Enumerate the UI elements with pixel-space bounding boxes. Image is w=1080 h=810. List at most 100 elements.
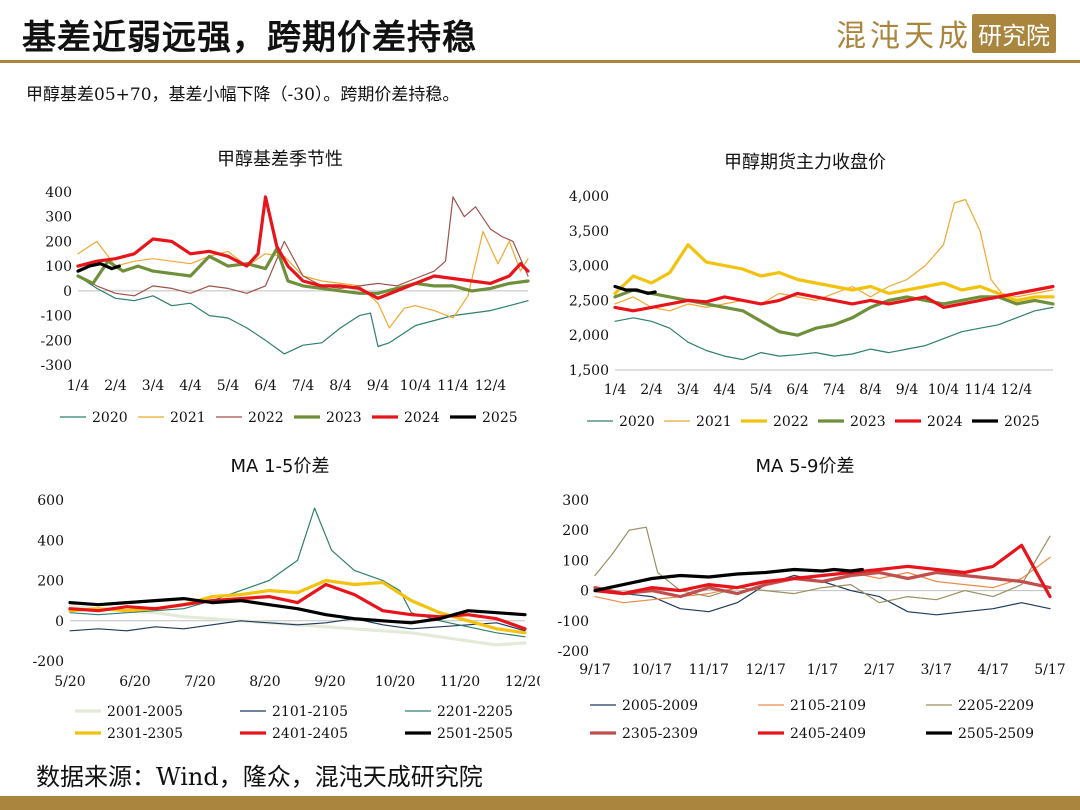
legend-entry: 2205-2209 — [926, 698, 1034, 714]
x-tick-label: 6/20 — [119, 674, 150, 690]
x-tick-label: 3/4 — [142, 378, 165, 394]
futures-close-chart: 甲醇期货主力收盘价 4,000 3,500 3,000 2,500 2,000 1,500 1… — [545, 140, 1065, 440]
legend-entry: 2201-2205 — [405, 704, 513, 720]
chart-svg: MA 1-5价差 600 400 200 0 -200 5/20 6/20 7/20 8/20 9/… — [33, 456, 540, 742]
x-tick-label: 6/4 — [786, 382, 809, 398]
series-line-2025 — [613, 284, 657, 295]
legend-entry: 2025 — [972, 414, 1040, 430]
x-tick-label: 4/4 — [713, 382, 736, 398]
series-line-2021 — [614, 198, 1054, 312]
data-source: 数据来源：Wind，隆众，混沌天成研究院 — [36, 763, 483, 791]
legend-entry: 2023 — [818, 414, 886, 430]
legend-entry: 2001-2005 — [75, 704, 183, 720]
legend-entry: 2021 — [664, 414, 732, 430]
x-tick-label: 1/17 — [807, 662, 838, 678]
y-tick-label: -100 — [558, 614, 589, 630]
x-tick-label: 11/4 — [437, 378, 469, 394]
legend-label: 2305-2309 — [622, 726, 698, 742]
y-tick-label: 0 — [63, 284, 72, 300]
ma-1-5-spread-chart: MA 1-5价差 600 400 200 0 -200 5/20 6/20 7/20 8/20 9/… — [20, 448, 540, 753]
legend-entry: 2005-2009 — [590, 698, 698, 714]
series-line-2022 — [613, 243, 1055, 302]
x-tick-label: 7/20 — [184, 674, 215, 690]
y-tick-label: 0 — [580, 584, 589, 600]
chart-title: MA 1-5价差 — [231, 456, 330, 477]
legend-label: 2205-2209 — [958, 698, 1034, 714]
legend-label: 2505-2509 — [958, 726, 1034, 742]
x-tick-label: 4/17 — [977, 662, 1008, 678]
basis-seasonality-chart: 甲醇基差季节性 400 300 200 100 0 -100 -200 -300 1/4 2/4 3/… — [20, 140, 540, 440]
x-tick-label: 2/4 — [640, 382, 663, 398]
x-tick-label: 11/17 — [689, 662, 729, 678]
y-tick-label: -200 — [41, 333, 72, 349]
y-tick-label: 0 — [55, 614, 64, 630]
x-tick-label: 2/4 — [104, 378, 127, 394]
logo-char: 混 — [836, 19, 866, 54]
legend-entry: 2501-2505 — [405, 726, 513, 742]
legend-entry: 2020 — [587, 414, 655, 430]
logo-char: 沌 — [870, 19, 900, 54]
legend-label: 2301-2305 — [107, 726, 183, 742]
y-tick-label: 400 — [37, 533, 64, 549]
legend-entry: 2021 — [138, 410, 206, 426]
series-line-2020 — [614, 306, 1054, 361]
y-tick-label: 400 — [45, 185, 72, 201]
footer-bar — [0, 796, 1080, 810]
y-tick-label: 1,500 — [569, 363, 609, 379]
chart-svg: 甲醇期货主力收盘价 4,000 3,500 3,000 2,500 2,000 1,500 1… — [569, 152, 1055, 430]
y-tick-label: -100 — [41, 309, 72, 325]
ma-5-9-spread-chart: MA 5-9价差 300 200 100 0 -100 -200 9/17 10/17 11/17… — [545, 448, 1065, 753]
y-tick-label: 300 — [45, 210, 72, 226]
x-tick-label: 1/4 — [67, 378, 90, 394]
x-tick-label: 7/4 — [292, 378, 315, 394]
y-tick-label: -200 — [558, 644, 589, 660]
x-tick-label: 12/17 — [745, 662, 785, 678]
summary-text: 甲醇基差05+70，基差小幅下降（-30）。跨期价差持稳。 — [26, 85, 460, 105]
legend-entry: 2401-2405 — [240, 726, 348, 742]
legend-label: 2021 — [696, 414, 732, 430]
y-tick-label: 2,500 — [569, 293, 609, 309]
legend-label: 2201-2205 — [437, 704, 513, 720]
x-tick-label: 5/20 — [54, 674, 85, 690]
legend-label: 2020 — [619, 414, 655, 430]
series-line-2023 — [76, 247, 530, 295]
x-tick-label: 1/4 — [604, 382, 627, 398]
x-tick-label: 8/4 — [329, 378, 352, 394]
legend-entry: 2023 — [294, 410, 362, 426]
x-tick-label: 3/17 — [921, 662, 952, 678]
legend-label: 2020 — [92, 410, 128, 426]
legend-label: 2405-2409 — [790, 726, 866, 742]
x-tick-label: 10/4 — [928, 382, 960, 398]
y-tick-label: 600 — [37, 493, 64, 509]
x-tick-label: 11/20 — [440, 674, 480, 690]
y-tick-label: 2,000 — [569, 328, 609, 344]
legend-label: 2024 — [404, 410, 440, 426]
legend-label: 2501-2505 — [437, 726, 513, 742]
x-tick-label: 5/4 — [217, 378, 240, 394]
y-tick-label: 200 — [37, 574, 64, 590]
logo-box: 研究院 — [972, 13, 1056, 53]
x-tick-label: 2/17 — [864, 662, 895, 678]
legend-label: 2001-2005 — [107, 704, 183, 720]
legend-label: 2101-2105 — [272, 704, 348, 720]
legend-label: 2021 — [170, 410, 206, 426]
x-tick-label: 11/4 — [964, 382, 996, 398]
chart-title: 甲醇期货主力收盘价 — [724, 152, 886, 173]
y-tick-label: 4,000 — [569, 189, 609, 205]
series-line-2201-2205 — [69, 507, 526, 638]
series-line-2020 — [77, 275, 529, 355]
logo-char: 成 — [938, 19, 968, 54]
series-line-2025 — [76, 262, 121, 273]
y-tick-label: 200 — [45, 234, 72, 250]
legend-label: 2025 — [482, 410, 518, 426]
legend-label: 2022 — [773, 414, 809, 430]
series-line-2305-2309 — [593, 570, 1052, 599]
chart-svg: 甲醇基差季节性 400 300 200 100 0 -100 -200 -300 1/4 2/4 3/… — [41, 149, 530, 426]
x-tick-label: 12/4 — [475, 378, 507, 394]
y-tick-label: 3,000 — [569, 259, 609, 275]
x-tick-label: 3/4 — [677, 382, 700, 398]
chart-title: 甲醇基差季节性 — [217, 149, 343, 170]
legend-label: 2105-2109 — [790, 698, 866, 714]
x-tick-label: 9/20 — [314, 674, 345, 690]
x-tick-label: 10/4 — [400, 378, 432, 394]
